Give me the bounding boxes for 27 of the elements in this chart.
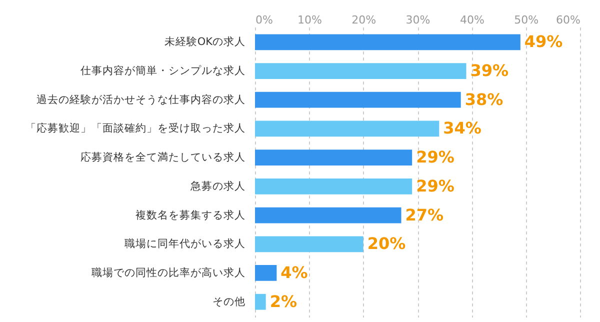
x-tick-label: 60% <box>556 14 580 26</box>
data-label: 4% <box>280 262 308 282</box>
x-tick-label: 10% <box>297 14 322 26</box>
x-tick-label: 30% <box>406 14 430 26</box>
y-tick-label: 急募の求人 <box>190 179 246 192</box>
data-label: 20% <box>367 234 406 254</box>
y-tick-label: 職場での同性の比率が高い求人 <box>92 266 246 279</box>
x-tick-label: 50% <box>514 14 539 26</box>
y-tick-label: 応募資格を全て満たしている求人 <box>80 150 246 164</box>
y-tick-label: 複数名を募集する求人 <box>136 208 246 222</box>
data-label: 29% <box>416 176 454 196</box>
data-label: 29% <box>416 148 454 167</box>
y-tick-label: 過去の経験が活かせそうな仕事内容の求人 <box>36 92 246 106</box>
data-label: 38% <box>464 90 504 109</box>
y-tick-label: 「応募歓迎」「面談確約」を受け取った求人 <box>26 122 246 135</box>
x-tick-label: 20% <box>352 14 376 26</box>
data-label: 2% <box>270 292 298 311</box>
y-tick-label: 仕事内容が簡単・シンプルな求人 <box>80 64 246 78</box>
data-label: 27% <box>405 205 444 224</box>
data-label: 49% <box>524 32 563 52</box>
data-label: 39% <box>470 61 509 80</box>
data-label: 34% <box>443 118 482 138</box>
y-tick-label: その他 <box>212 296 246 308</box>
y-tick-label: 職場に同年代がいる求人 <box>124 237 246 250</box>
y-tick-label: 未経験OKの求人 <box>164 35 246 48</box>
x-tick-label: 40% <box>460 14 484 26</box>
x-tick-label: 0% <box>256 14 273 26</box>
